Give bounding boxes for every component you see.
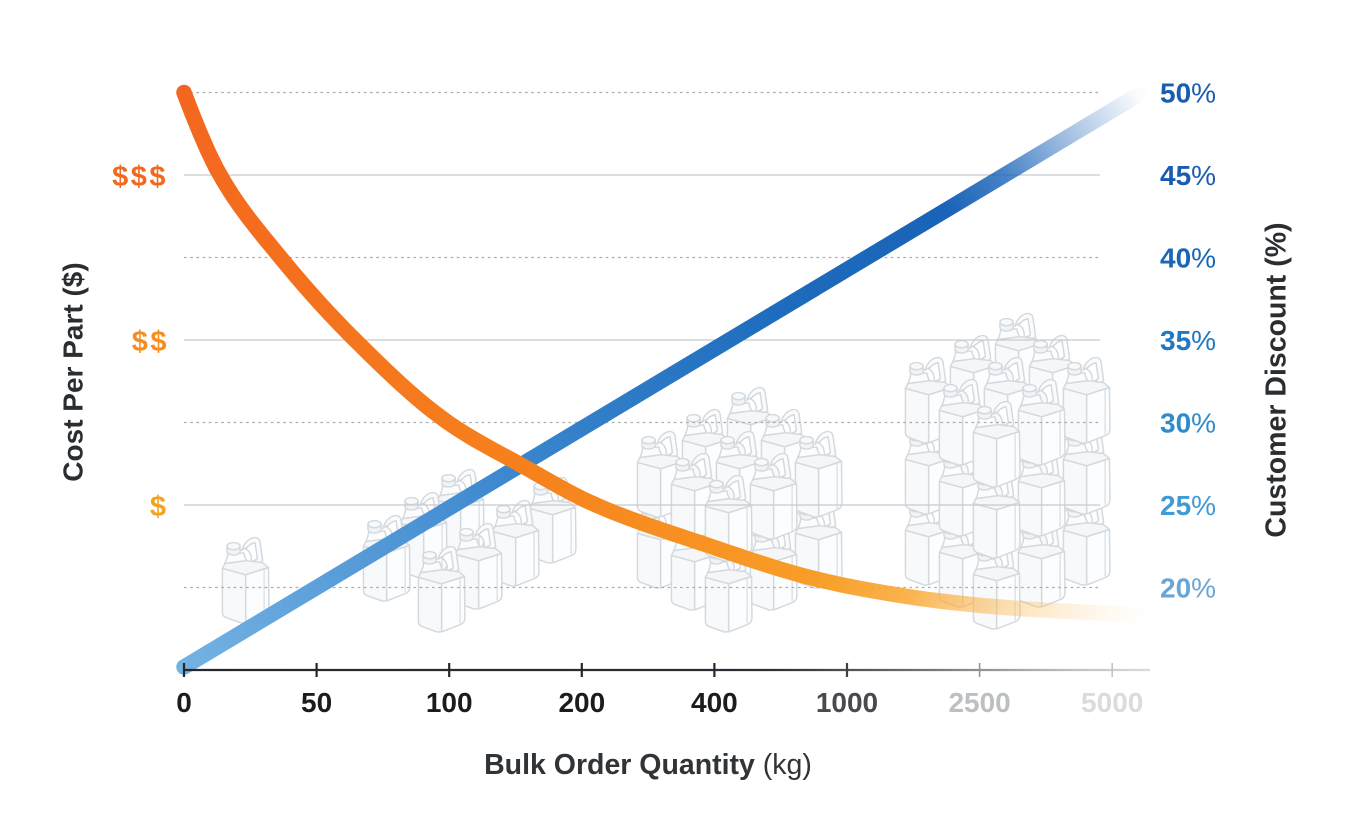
svg-text:45%: 45% [1160,160,1216,191]
svg-text:35%: 35% [1160,325,1216,356]
svg-text:30%: 30% [1160,408,1216,439]
svg-text:$$: $$ [132,326,169,358]
svg-text:$$$: $$$ [112,161,168,193]
svg-text:$: $ [150,491,169,523]
svg-text:25%: 25% [1160,490,1216,521]
svg-text:400: 400 [691,687,738,718]
svg-text:Customer Discount (%): Customer Discount (%) [1261,222,1293,537]
svg-text:100: 100 [426,687,473,718]
svg-text:200: 200 [558,687,605,718]
svg-text:2500: 2500 [948,687,1010,718]
svg-text:5000: 5000 [1081,687,1143,718]
svg-text:Bulk Order Quantity (kg): Bulk Order Quantity (kg) [484,749,812,781]
svg-text:0: 0 [176,687,192,718]
svg-text:50%: 50% [1160,78,1216,109]
svg-text:Cost Per Part ($): Cost Per Part ($) [58,262,89,481]
svg-text:50: 50 [301,687,332,718]
svg-text:40%: 40% [1160,243,1216,274]
svg-text:1000: 1000 [816,687,878,718]
svg-text:20%: 20% [1160,573,1216,604]
